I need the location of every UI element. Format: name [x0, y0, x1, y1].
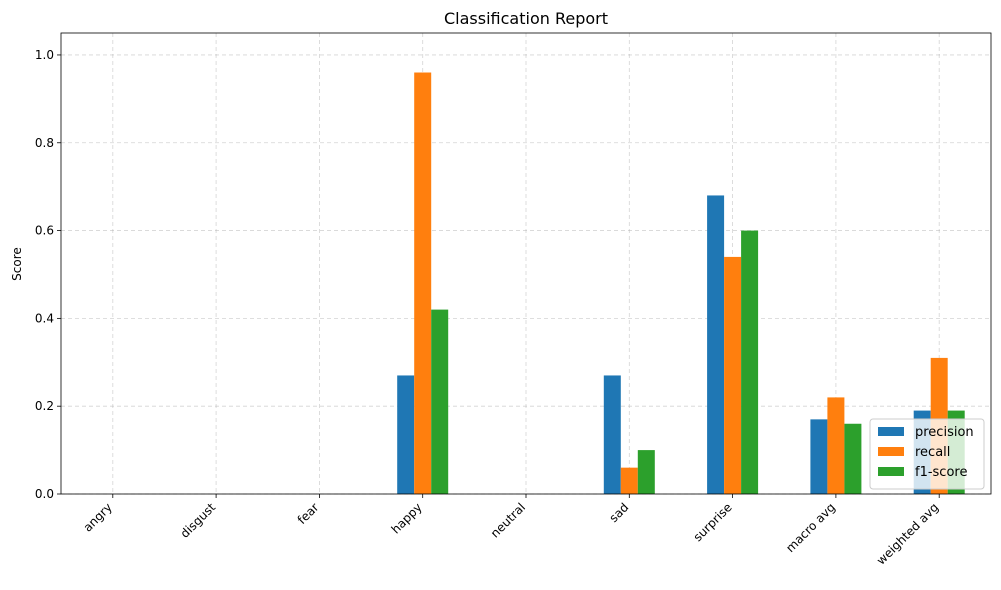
chart-title: Classification Report: [444, 9, 608, 28]
legend-swatch-precision: [878, 427, 904, 436]
x-tick-label: macro avg: [783, 500, 838, 555]
x-tick-label: fear: [295, 500, 322, 527]
legend-label-precision: precision: [915, 425, 974, 440]
x-tick-label: sad: [607, 500, 632, 525]
x-axis-ticks: angry disgust fear happy neutral sad surprise m…: [81, 494, 941, 568]
legend-label-recall: recall: [915, 445, 950, 460]
legend-swatch-f1-score: [878, 467, 904, 476]
bar-recall: [620, 467, 638, 494]
y-axis-ticks: 0.0 0.2 0.4 0.6 0.8 1.0: [35, 48, 61, 501]
bar-f1-score: [741, 230, 759, 495]
bar-precision: [397, 375, 415, 494]
bar-f1-score: [431, 309, 449, 494]
bar-precision: [810, 419, 828, 494]
bar-recall: [414, 72, 432, 494]
y-tick-label: 0.4: [35, 311, 54, 325]
y-tick-label: 0.8: [35, 136, 54, 150]
y-tick-label: 0.6: [35, 224, 54, 238]
bar-precision: [707, 195, 725, 494]
y-tick-label: 1.0: [35, 48, 54, 62]
x-tick-label: disgust: [178, 500, 219, 541]
y-tick-label: 0.0: [35, 487, 54, 501]
bar-recall: [724, 256, 742, 494]
bar-recall: [827, 397, 845, 494]
x-tick-label: happy: [389, 500, 425, 536]
bar-f1-score: [844, 423, 862, 494]
legend-label-f1-score: f1-score: [915, 465, 967, 480]
bar-precision: [603, 375, 621, 494]
y-tick-label: 0.2: [35, 399, 54, 413]
legend: precision recall f1-score: [869, 418, 985, 490]
x-tick-label: neutral: [488, 500, 528, 540]
x-tick-label: weighted avg: [874, 500, 941, 567]
y-axis-label: Score: [10, 247, 24, 281]
legend-swatch-recall: [878, 447, 904, 456]
x-tick-label: surprise: [691, 500, 735, 544]
bar-f1-score: [637, 450, 655, 494]
x-tick-label: angry: [81, 500, 115, 534]
